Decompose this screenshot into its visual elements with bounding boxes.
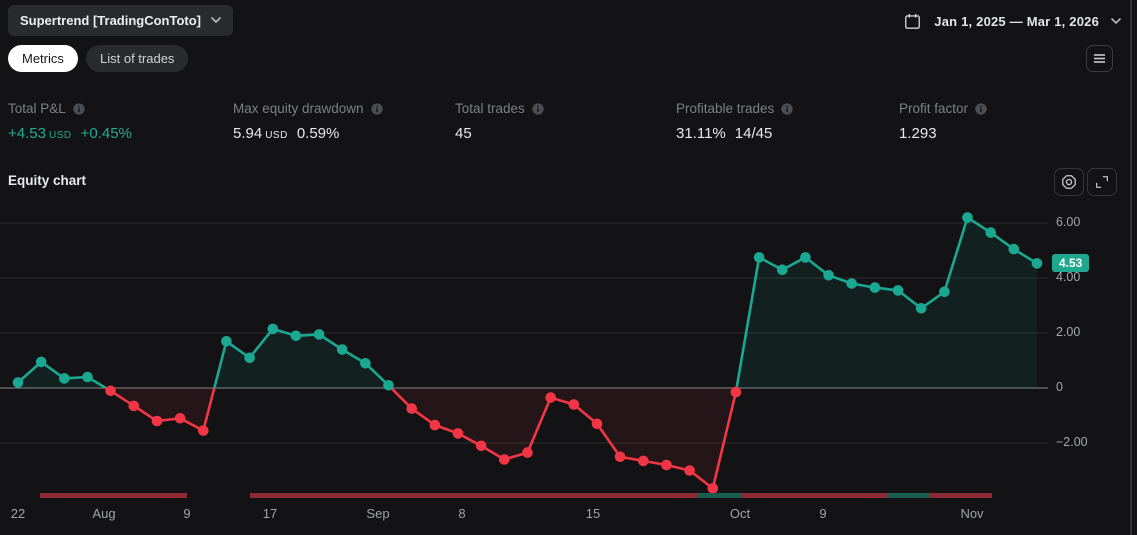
chevron-down-icon — [211, 17, 221, 24]
metric-extra: +0.45% — [80, 125, 132, 142]
chart-settings-button[interactable] — [1054, 168, 1084, 196]
tab-list-of-trades[interactable]: List of trades — [86, 45, 189, 72]
metric-unit: USD — [48, 130, 72, 141]
y-axis-label: −2.00 — [1056, 435, 1088, 449]
equity-chart-title: Equity chart — [8, 173, 87, 188]
metric-label: Max equity drawdown — [233, 101, 364, 116]
x-axis-label: Sep — [366, 506, 390, 521]
metric-profitable-trades: Profitable trades 31.11% 14/45 — [676, 101, 794, 142]
x-axis-label: Nov — [960, 506, 984, 521]
x-axis-label: 8 — [458, 506, 466, 521]
last-value-badge: 4.53 — [1052, 254, 1090, 273]
calendar-icon — [905, 13, 921, 29]
x-axis-label: 9 — [819, 506, 827, 521]
fullscreen-icon — [1096, 176, 1108, 188]
rows-icon — [1094, 54, 1105, 63]
metric-label: Profitable trades — [676, 101, 775, 116]
metric-profit-factor: Profit factor 1.293 — [899, 101, 988, 142]
gear-icon — [1062, 175, 1076, 189]
tab-list-of-trades-label: List of trades — [100, 51, 175, 66]
metric-max-drawdown: Max equity drawdown 5.94 USD 0.59% — [233, 101, 384, 142]
x-axis-label: 15 — [585, 506, 601, 521]
y-axis-label: 0 — [1056, 380, 1063, 394]
panel-divider[interactable] — [1130, 0, 1132, 535]
equity-chart-plot-area[interactable] — [0, 200, 1048, 500]
metric-unit: USD — [265, 130, 288, 141]
strategy-title: Supertrend [TradingConToto] — [20, 13, 202, 28]
date-range-label: Jan 1, 2025 — Mar 1, 2026 — [934, 13, 1099, 29]
x-axis-label: Aug — [92, 506, 116, 521]
date-range-button[interactable]: Jan 1, 2025 — Mar 1, 2026 — [903, 9, 1121, 33]
metric-value: 5.94 — [233, 125, 263, 142]
panel-layout-button[interactable] — [1086, 45, 1113, 72]
info-icon[interactable] — [974, 102, 988, 116]
tab-metrics-label: Metrics — [22, 51, 64, 66]
x-axis-label: 9 — [183, 506, 191, 521]
metric-label: Total P&L — [8, 101, 66, 116]
chevron-down-icon — [1111, 17, 1121, 24]
tab-metrics[interactable]: Metrics — [8, 45, 78, 72]
info-icon[interactable] — [531, 102, 545, 116]
metric-value: 31.11% — [676, 125, 726, 142]
metric-total-pnl: Total P&L +4.53 USD +0.45% — [8, 101, 132, 142]
metric-label: Total trades — [455, 101, 525, 116]
metric-value: 1.293 — [899, 125, 937, 142]
x-axis-label: 17 — [262, 506, 278, 521]
y-axis-label: 2.00 — [1056, 325, 1081, 339]
equity-chart-canvas[interactable] — [0, 200, 1048, 500]
metric-value: 45 — [455, 125, 472, 142]
metric-extra: 0.59% — [296, 125, 340, 142]
info-icon[interactable] — [370, 102, 384, 116]
info-icon[interactable] — [780, 102, 794, 116]
x-axis-label: 22 — [10, 506, 26, 521]
info-icon[interactable] — [72, 102, 86, 116]
fullscreen-button[interactable] — [1087, 168, 1117, 196]
y-axis-label: 6.00 — [1056, 215, 1081, 229]
metric-extra: 14/45 — [734, 125, 773, 142]
y-axis-label: 4.00 — [1056, 270, 1081, 284]
x-axis-label: Oct — [729, 506, 751, 521]
metric-label: Profit factor — [899, 101, 969, 116]
metric-total-trades: Total trades 45 — [455, 101, 545, 142]
strategy-dropdown[interactable]: Supertrend [TradingConToto] — [8, 5, 234, 36]
metric-value: +4.53 — [8, 125, 46, 142]
